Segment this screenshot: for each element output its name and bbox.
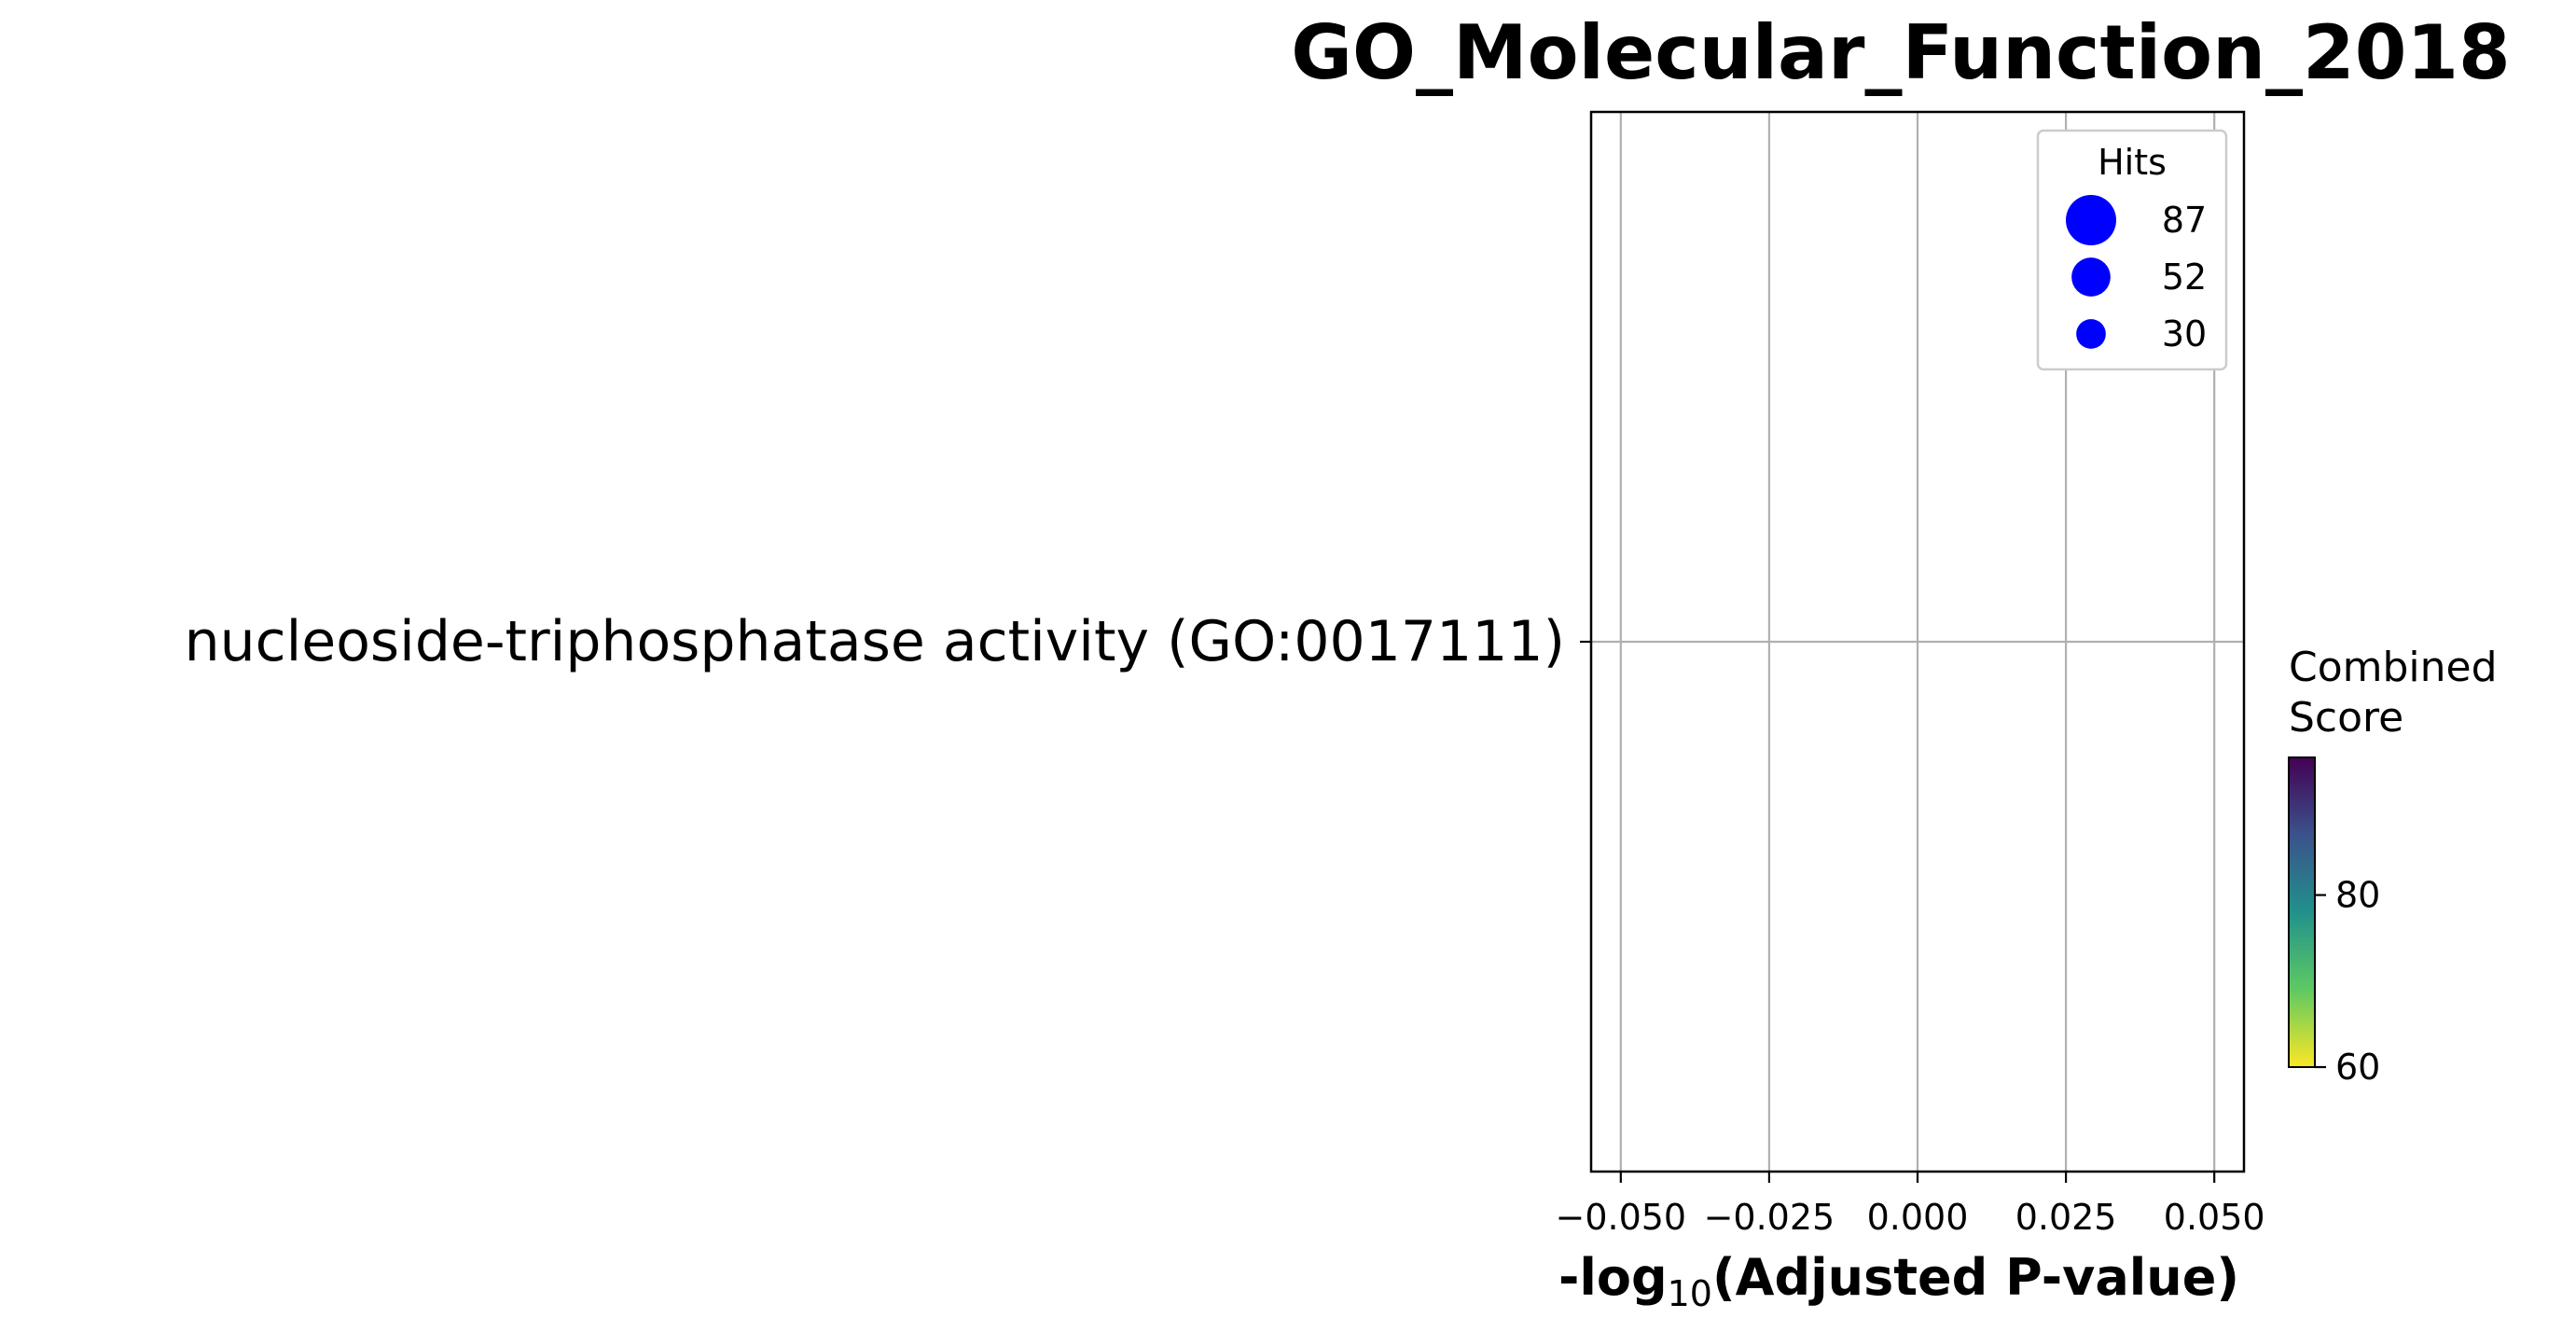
y-category-label: nucleoside-triphosphatase activity (GO:0… bbox=[185, 609, 1565, 674]
legend-label: 52 bbox=[2162, 257, 2207, 298]
colorbar-ticks: 60 80 bbox=[2315, 875, 2380, 1088]
legend-marker bbox=[2066, 195, 2116, 245]
legend-marker bbox=[2071, 257, 2111, 297]
legend-label: 87 bbox=[2162, 200, 2207, 241]
x-tick-label: −0.050 bbox=[1555, 1197, 1686, 1238]
colorbar-title: Combined Score bbox=[2289, 644, 2511, 742]
legend-label: 30 bbox=[2162, 313, 2207, 354]
x-axis-label-subscript: 10 bbox=[1668, 1273, 1712, 1314]
x-tick-label: 0.025 bbox=[2015, 1197, 2117, 1238]
x-tick-label: 0.050 bbox=[2164, 1197, 2265, 1238]
legend-box bbox=[2036, 129, 2228, 371]
colorbar-gradient bbox=[2288, 756, 2316, 1068]
colorbar-tick-label: 80 bbox=[2335, 875, 2380, 916]
x-axis-label-suffix: (Adjusted P-value) bbox=[1712, 1248, 2239, 1307]
x-axis-ticks: −0.050 −0.025 0.000 0.025 0.050 bbox=[1555, 1172, 2265, 1238]
x-tick-label: 0.000 bbox=[1867, 1197, 1969, 1238]
chart-title: GO_Molecular_Function_2018 bbox=[1291, 9, 2510, 96]
size-legend: Hits 87 52 30 bbox=[2036, 129, 2228, 371]
colorbar-title-line-2: Score bbox=[2289, 694, 2403, 742]
colorbar: Combined Score 60 80 bbox=[2288, 644, 2511, 1088]
colorbar-title-line-1: Combined bbox=[2289, 644, 2498, 691]
x-axis-label-prefix: -log bbox=[1558, 1248, 1668, 1307]
legend-marker bbox=[2076, 319, 2106, 349]
x-axis-label: -log10(Adjusted P-value) bbox=[1558, 1248, 2239, 1314]
legend-entries: 87 52 30 bbox=[2066, 195, 2207, 354]
colorbar-tick-label: 60 bbox=[2335, 1047, 2380, 1088]
legend-title: Hits bbox=[2098, 142, 2167, 183]
x-tick-label: −0.025 bbox=[1704, 1197, 1835, 1238]
y-axis-categories: nucleoside-triphosphatase activity (GO:0… bbox=[185, 609, 1591, 674]
